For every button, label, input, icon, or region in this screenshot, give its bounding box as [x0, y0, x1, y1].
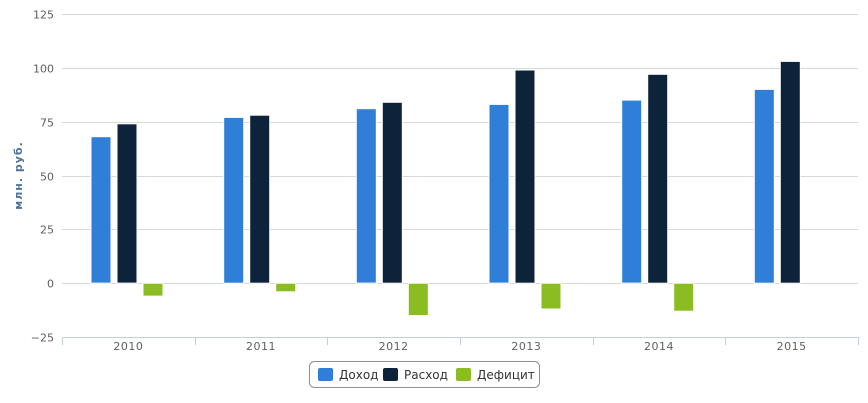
- x-tick-label: 2010: [113, 340, 143, 353]
- y-tick-label: 50: [40, 171, 54, 184]
- bar-Расход-2014[interactable]: [647, 73, 669, 284]
- legend-item-Дефицит[interactable]: Дефицит: [456, 368, 535, 382]
- bar-Дефицит-2012[interactable]: [407, 282, 429, 317]
- grid-lines: [62, 14, 858, 284]
- y-axis-ticks: −25 0 25 50 75 100 125: [31, 9, 54, 345]
- bar-Доход-2011[interactable]: [223, 116, 245, 284]
- y-tick-label: 100: [33, 63, 54, 76]
- legend-label: Дефицит: [477, 368, 535, 382]
- x-axis: 2010 2011 2012 2013 2014 2015: [62, 337, 859, 353]
- bar-Расход-2013[interactable]: [514, 69, 536, 284]
- legend-item-Расход[interactable]: Расход: [383, 368, 448, 382]
- bar-Расход-2011[interactable]: [249, 114, 271, 284]
- legend-swatch: [318, 368, 333, 381]
- x-tick-label: 2015: [777, 340, 807, 353]
- bar-Расход-2015[interactable]: [779, 60, 801, 284]
- bar-Доход-2014[interactable]: [621, 99, 643, 284]
- legend-swatch: [383, 368, 398, 381]
- legend[interactable]: Доход Расход Дефицит: [309, 361, 540, 388]
- bar-Доход-2013[interactable]: [488, 103, 510, 284]
- y-axis-title: млн. руб.: [12, 141, 25, 210]
- x-tick-label: 2014: [644, 340, 674, 353]
- y-tick-label: 75: [40, 117, 54, 130]
- legend-item-Доход[interactable]: Доход: [318, 368, 378, 382]
- legend-box: [309, 361, 540, 388]
- y-tick-label: 25: [40, 224, 54, 237]
- y-tick-label: −25: [31, 332, 54, 345]
- bar-Дефицит-2014[interactable]: [673, 282, 695, 312]
- x-tick-label: 2011: [246, 340, 276, 353]
- bar-Дефицит-2013[interactable]: [540, 282, 562, 310]
- bars: [90, 60, 801, 317]
- bar-Расход-2010[interactable]: [116, 123, 138, 284]
- legend-label: Доход: [339, 368, 378, 382]
- bar-Расход-2012[interactable]: [381, 101, 403, 284]
- x-tick-label: 2013: [511, 340, 541, 353]
- bar-Дефицит-2011[interactable]: [275, 282, 297, 293]
- bar-Доход-2015[interactable]: [753, 88, 775, 284]
- legend-label: Расход: [404, 368, 448, 382]
- y-tick-label: 0: [47, 278, 54, 291]
- bar-Доход-2010[interactable]: [90, 136, 112, 284]
- y-tick-label: 125: [33, 9, 54, 22]
- legend-swatch: [456, 368, 471, 381]
- x-tick-label: 2012: [379, 340, 409, 353]
- bar-Доход-2012[interactable]: [355, 108, 377, 284]
- bar-Дефицит-2010[interactable]: [142, 282, 164, 297]
